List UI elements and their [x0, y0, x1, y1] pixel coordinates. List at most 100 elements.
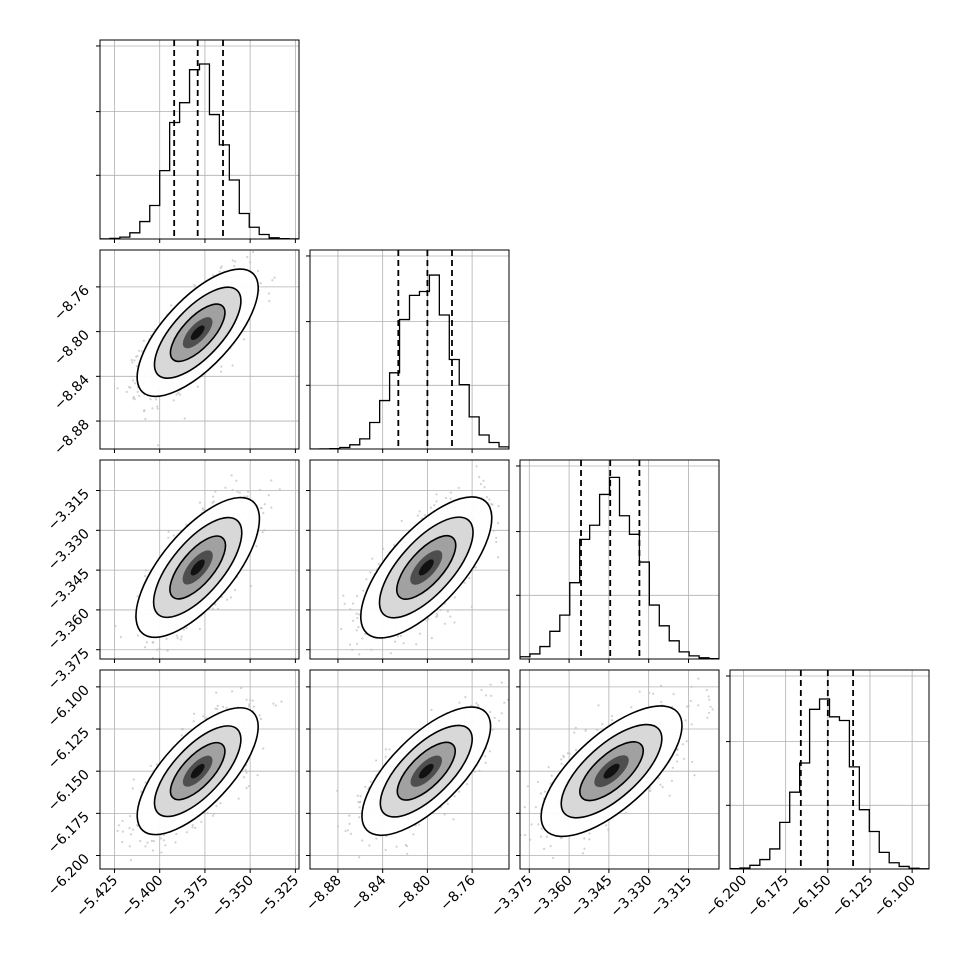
- scatter-point: [255, 545, 257, 547]
- scatter-point: [358, 653, 360, 655]
- scatter-point: [498, 505, 500, 507]
- scatter-point: [263, 529, 265, 531]
- scatter-point: [260, 507, 262, 509]
- scatter-point: [144, 845, 146, 847]
- scatter-point: [221, 265, 223, 267]
- scatter-point: [252, 700, 254, 702]
- scatter-point: [444, 623, 446, 625]
- scatter-point: [259, 489, 261, 491]
- scatter-point: [280, 701, 282, 703]
- scatter-point: [243, 776, 245, 778]
- scatter-point: [497, 522, 499, 524]
- scatter-point: [433, 504, 435, 506]
- scatter-point: [475, 566, 477, 568]
- scatter-point: [166, 638, 168, 640]
- scatter-point: [215, 805, 217, 807]
- scatter-point: [180, 638, 182, 640]
- scatter-point: [121, 670, 123, 672]
- scatter-point: [378, 563, 380, 565]
- scatter-point: [156, 649, 158, 651]
- scatter-point: [167, 537, 169, 539]
- scatter-point: [194, 827, 196, 829]
- scatter-point: [220, 371, 222, 373]
- scatter-point: [175, 833, 177, 835]
- scatter-point: [344, 603, 346, 605]
- scatter-point: [166, 649, 168, 651]
- scatter-point: [240, 687, 242, 689]
- scatter-point: [230, 596, 232, 598]
- scatter-point: [184, 417, 186, 419]
- scatter-point: [390, 652, 392, 654]
- scatter-point: [130, 859, 132, 861]
- scatter-point: [163, 839, 165, 841]
- y-tick-label: −3.345: [45, 566, 93, 614]
- y-tick-label: −6.200: [45, 851, 93, 899]
- scatter-point: [151, 840, 153, 842]
- scatter-point: [131, 361, 133, 363]
- scatter-point: [290, 441, 292, 443]
- scatter-point: [401, 520, 403, 522]
- scatter-point: [450, 492, 452, 494]
- scatter-point: [137, 595, 139, 597]
- scatter-point: [259, 714, 261, 716]
- scatter-point: [340, 628, 342, 630]
- scatter-point: [145, 569, 147, 571]
- scatter-point: [248, 703, 250, 705]
- scatter-point: [146, 641, 148, 643]
- panel-r2-c0: −3.375−3.360−3.345−3.330−3.315: [45, 441, 299, 693]
- scatter-point: [257, 270, 259, 272]
- scatter-point: [445, 497, 447, 499]
- scatter-point: [264, 503, 266, 505]
- scatter-point: [436, 493, 438, 495]
- scatter-point: [122, 820, 124, 822]
- scatter-point: [274, 277, 276, 279]
- scatter-point: [131, 359, 133, 361]
- scatter-point: [234, 260, 236, 262]
- scatter-point: [454, 596, 456, 598]
- scatter-point: [138, 395, 140, 397]
- scatter-point: [447, 610, 449, 612]
- scatter-point: [144, 418, 146, 420]
- scatter-point: [232, 364, 234, 366]
- scatter-point: [400, 635, 402, 637]
- scatter-point: [239, 232, 241, 234]
- scatter-point: [219, 270, 221, 272]
- scatter-point: [430, 507, 432, 509]
- scatter-point: [252, 251, 254, 253]
- scatter-point: [415, 643, 417, 645]
- scatter-point: [134, 398, 136, 400]
- scatter-point: [177, 637, 179, 639]
- scatter-point: [181, 734, 183, 736]
- scatter-point: [215, 692, 217, 694]
- scatter-point: [484, 486, 486, 488]
- scatter-point: [138, 350, 140, 352]
- scatter-point: [352, 603, 354, 605]
- scatter-point: [212, 815, 214, 817]
- scatter-point: [202, 715, 204, 717]
- scatter-point: [352, 620, 354, 622]
- scatter-point: [133, 359, 135, 361]
- panel-r2-c1: [306, 460, 513, 674]
- scatter-point: [371, 558, 373, 560]
- scatter-point: [480, 483, 482, 485]
- scatter-point: [226, 599, 228, 601]
- scatter-point: [394, 641, 396, 643]
- panel-r3-c0: −6.200−6.175−6.150−6.125−6.100−5.425−5.4…: [45, 670, 302, 920]
- scatter-point: [177, 392, 179, 394]
- scatter-point: [160, 851, 162, 853]
- scatter-point: [192, 824, 194, 826]
- scatter-point: [356, 643, 358, 645]
- scatter-point: [231, 690, 233, 692]
- scatter-point: [233, 265, 235, 267]
- scatter-point: [191, 826, 193, 828]
- scatter-point: [176, 393, 178, 395]
- y-tick-label: −8.76: [51, 282, 93, 324]
- scatter-point: [155, 398, 157, 400]
- scatter-point: [435, 500, 437, 502]
- y-tick-label: −3.315: [45, 486, 93, 534]
- scatter-point: [120, 636, 122, 638]
- scatter-point: [144, 646, 146, 648]
- scatter-point: [236, 491, 238, 493]
- scatter-point: [156, 405, 158, 407]
